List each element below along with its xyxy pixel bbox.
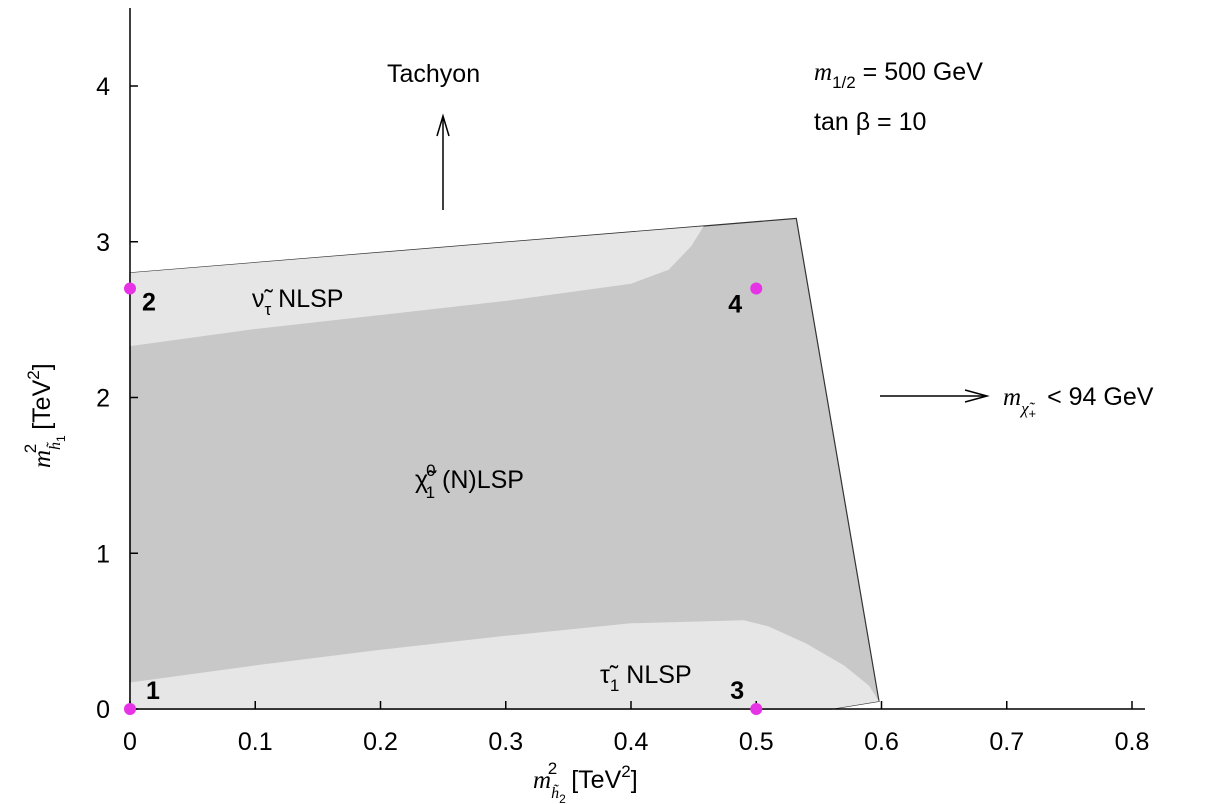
- tachyon-arrow: [436, 113, 450, 210]
- chargino-arrow: [880, 389, 990, 403]
- x-tick-label: 0.5: [739, 728, 774, 756]
- benchmark-point-label: 1: [146, 677, 160, 705]
- tachyon-label: Tachyon: [387, 60, 480, 88]
- benchmark-point-3: [750, 703, 763, 715]
- x-axis-label: mh̃22 [TeV2]: [533, 759, 638, 804]
- benchmark-point-2: [124, 282, 136, 295]
- benchmark-point-label: 4: [728, 290, 742, 318]
- x-tick-label: 0.6: [864, 728, 899, 756]
- x-tick-label: 0.8: [1115, 728, 1150, 756]
- x-tick-label: 0.1: [238, 728, 273, 756]
- stau-region-label: τ̃1 NLSP: [600, 661, 692, 695]
- x-tick-label: 0.4: [614, 728, 649, 756]
- regions-layer: [129, 217, 880, 710]
- x-tick-label: 0.7: [989, 728, 1024, 756]
- y-tick-label: 0: [96, 696, 110, 724]
- tan-beta-parameter: tan β = 10: [814, 108, 926, 136]
- y-tick-label: 3: [96, 229, 110, 257]
- benchmark-point-label: 2: [142, 288, 156, 316]
- region-stau-nlsp: [130, 620, 879, 709]
- y-tick-label: 2: [96, 385, 110, 413]
- y-tick-label: 4: [96, 73, 110, 101]
- benchmark-point-4: [750, 282, 763, 295]
- x-tick-label: 0.3: [488, 728, 523, 756]
- y-tick-label: 1: [96, 540, 110, 568]
- neutralino-region-label: χ̃0 1 (N)LSP: [415, 461, 524, 502]
- region-sneutrino-nlsp: [130, 226, 704, 347]
- m12-parameter: m1/2 = 500 GeV: [814, 58, 983, 92]
- chargino-mass-label: mχ̃+ < 94 GeV: [1003, 383, 1154, 421]
- axes-layer: [129, 8, 1145, 710]
- benchmark-point-label: 3: [730, 677, 744, 705]
- points-layer: 1 2 3 4: [124, 282, 763, 715]
- benchmark-point-1: [124, 703, 136, 715]
- x-tick-label: 0.2: [363, 728, 398, 756]
- x-tick-label: 0: [123, 728, 137, 756]
- y-axis-label: mh̃12[TeV2]: [21, 363, 68, 468]
